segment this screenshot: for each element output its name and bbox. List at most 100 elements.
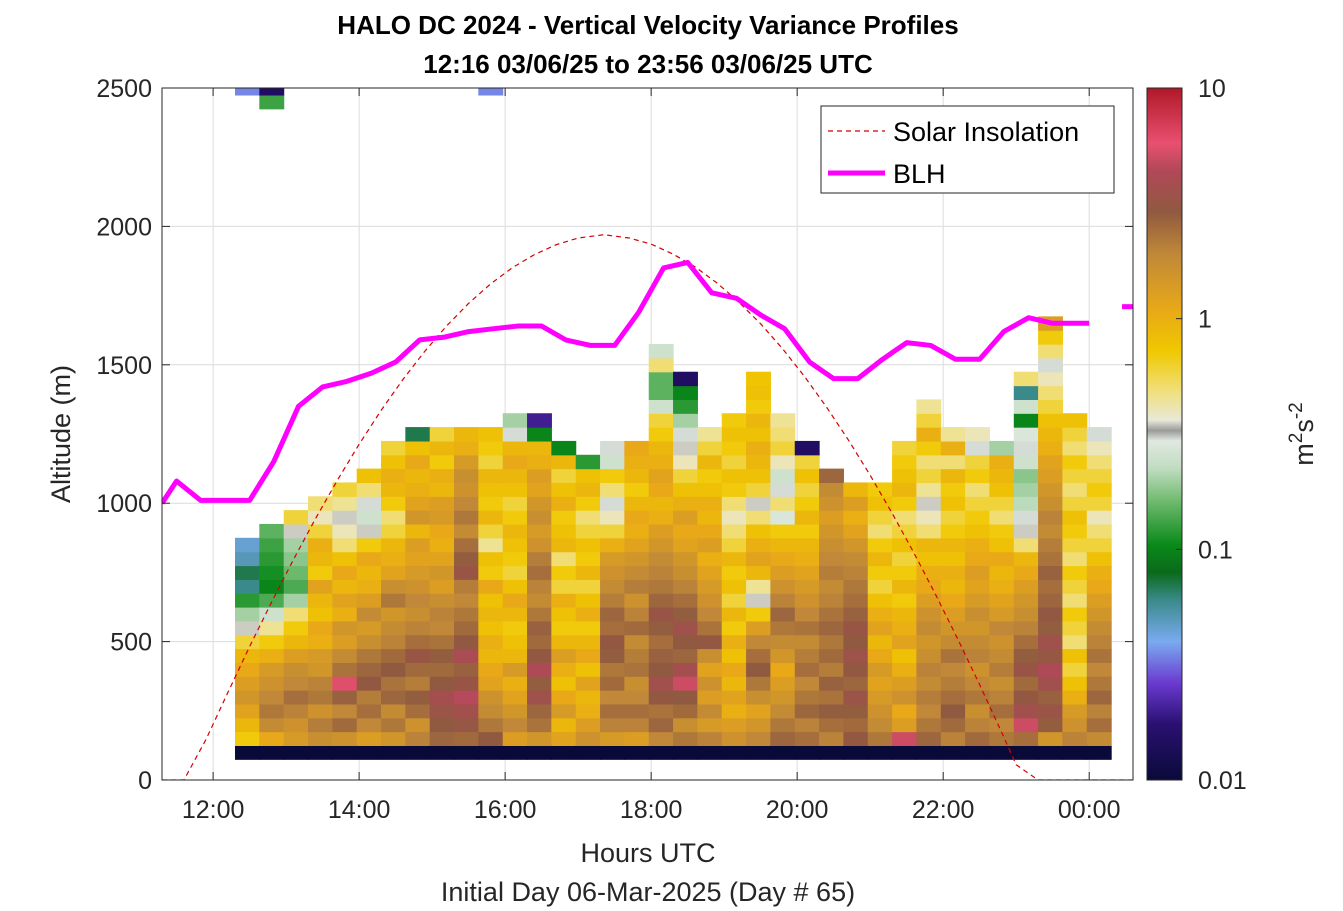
heatmap-cell-0-13	[235, 565, 260, 580]
heatmap-cell-27-8	[892, 634, 917, 650]
heatmap-cell-13-14	[551, 551, 577, 567]
heatmap-cell-16-6	[624, 662, 650, 677]
heatmap-cell-9-6	[454, 662, 479, 677]
heatmap-cell-34-14	[1062, 551, 1088, 567]
heatmap-cell-11-21	[502, 454, 528, 470]
heatmap-cell-1-13	[259, 565, 285, 580]
heatmap-cell-34-0	[1062, 745, 1088, 760]
heatmap-cell-20-0	[721, 745, 747, 760]
heatmap-cell-32-19	[1013, 482, 1039, 497]
heatmap-cell-6-11	[381, 593, 406, 608]
heatmap-cell-13-4	[551, 690, 577, 705]
heatmap-cell-35-9	[1086, 620, 1112, 636]
heatmap-cell-24-9	[819, 620, 844, 636]
heatmap-cell-1-8	[259, 634, 285, 650]
heatmap-cell-24-15	[819, 537, 844, 553]
heatmap-cell-35-2	[1086, 717, 1112, 733]
heatmap-cell-21-9	[746, 620, 771, 636]
heatmap-cell-22-12	[770, 579, 796, 594]
heatmap-cell-27-11	[892, 593, 917, 608]
heatmap-cell-9-1	[454, 731, 479, 746]
heatmap-cell-13-17	[551, 510, 577, 525]
heatmap-cell-17-20	[648, 468, 674, 484]
heatmap-cell-34-19	[1062, 482, 1088, 497]
heatmap-cell-3-2	[308, 717, 333, 733]
heatmap-cell-17-26	[648, 385, 674, 400]
heatmap-cell-32-22	[1013, 440, 1039, 456]
heatmap-cell-24-4	[819, 690, 844, 705]
heatmap-cell-8-17	[429, 510, 455, 525]
heatmap-cell-34-20	[1062, 468, 1088, 484]
heatmap-cell-6-16	[381, 523, 406, 539]
heatmap-cell-19-7	[697, 648, 723, 663]
heatmap-cell-17-23	[648, 427, 674, 442]
heatmap-cell-6-7	[381, 648, 406, 663]
heatmap-cell-5-7	[356, 648, 382, 663]
heatmap-cell-35-15	[1086, 537, 1112, 553]
heatmap-cell-2-14	[283, 551, 309, 567]
heatmap-cell-5-17	[356, 510, 382, 525]
heatmap-cell-24-17	[819, 510, 844, 525]
heatmap-cell-1-1	[259, 731, 285, 746]
heatmap-cell-14-16	[575, 523, 601, 539]
heatmap-cell-14-11	[575, 593, 601, 608]
heatmap-cell-24-19	[819, 482, 844, 497]
legend-box	[820, 105, 1115, 194]
heatmap-cell-23-21	[794, 454, 820, 470]
heatmap-cell-29-16	[940, 523, 966, 539]
heatmap-cell-23-17	[794, 510, 820, 525]
heatmap-cell-11-23	[502, 427, 528, 442]
heatmap-cell-19-10	[697, 607, 723, 622]
x-tick-label-3: 18:00	[620, 796, 683, 824]
heatmap-cell-12-24	[527, 413, 552, 428]
heatmap-cell-16-21	[624, 454, 650, 470]
heatmap-cell-30-6	[965, 662, 990, 677]
heatmap-cell-34-15	[1062, 537, 1088, 553]
heatmap-cell-8-19	[429, 482, 455, 497]
heatmap-cell-14-2	[575, 717, 601, 733]
heatmap-cell-15-19	[600, 482, 625, 497]
heatmap-cell-15-12	[600, 579, 625, 594]
heatmap-cell-22-11	[770, 593, 796, 608]
heatmap-cell-9-17	[454, 510, 479, 525]
heatmap-cell-17-10	[648, 607, 674, 622]
chart-subtitle: 12:16 03/06/25 to 23:56 03/06/25 UTC	[423, 49, 873, 79]
heatmap-cell-23-18	[794, 496, 820, 511]
heatmap-cell-20-13	[721, 565, 747, 580]
heatmap-cell-16-10	[624, 607, 650, 622]
heatmap-cell-12-22	[527, 440, 552, 456]
heatmap-cell-29-15	[940, 537, 966, 553]
heatmap-cell-32-0	[1013, 745, 1039, 760]
heatmap-cell-6-10	[381, 607, 406, 622]
heatmap-cell-26-0	[867, 745, 893, 760]
heatmap-cell-26-16	[867, 523, 893, 539]
heatmap-cell-18-10	[673, 607, 698, 622]
heatmap-cell-22-17	[770, 510, 796, 525]
heatmap-cell-31-2	[989, 717, 1015, 733]
heatmap-cell-11-0	[502, 745, 528, 760]
legend-label-solar: Solar Insolation	[893, 117, 1079, 147]
heatmap-cell-16-12	[624, 579, 650, 594]
heatmap-cell-12-3	[527, 703, 552, 719]
heatmap-cell-32-12	[1013, 579, 1039, 594]
heatmap-cell-21-22	[746, 440, 771, 456]
heatmap-cell-2-8	[283, 634, 309, 650]
heatmap-cell-11-5	[502, 676, 528, 691]
heatmap-cell-28-24	[916, 413, 942, 428]
heatmap-cell-16-16	[624, 523, 650, 539]
heatmap-cell-11-16	[502, 523, 528, 539]
heatmap-cell-9-18	[454, 496, 479, 511]
heatmap-cell-11-15	[502, 537, 528, 553]
heatmap-cell-31-10	[989, 607, 1015, 622]
heatmap-cell-31-9	[989, 620, 1015, 636]
heatmap-cell-33-3	[1038, 703, 1064, 719]
heatmap-cell-8-13	[429, 565, 455, 580]
heatmap-cell-21-3	[746, 703, 771, 719]
heatmap-cell-0-48	[235, 88, 260, 96]
heatmap-cell-35-13	[1086, 565, 1112, 580]
heatmap-cell-0-8	[235, 634, 260, 650]
heatmap-cell-15-10	[600, 607, 625, 622]
heatmap-cell-7-9	[405, 620, 431, 636]
heatmap-cell-16-14	[624, 551, 650, 567]
